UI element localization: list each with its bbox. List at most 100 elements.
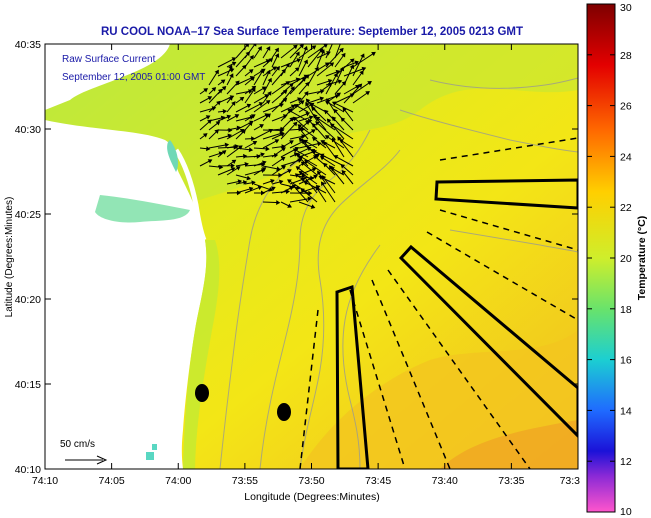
bathymetry-contours — [219, 77, 578, 469]
current-vector-head — [278, 172, 283, 178]
current-vector — [304, 160, 327, 176]
current-vector-head — [211, 87, 217, 92]
current-vector-head — [266, 69, 271, 75]
current-vector — [302, 139, 318, 158]
current-vector-head — [260, 190, 266, 196]
current-vector — [334, 155, 354, 167]
x-tick-label: 74:05 — [98, 475, 124, 487]
current-vector — [323, 141, 336, 158]
current-vector-head — [231, 101, 236, 106]
x-tick-label: 73:55 — [232, 475, 258, 487]
y-axis-label: Latitude (Degrees:Minutes) — [4, 197, 15, 318]
colorbar-tick-label: 14 — [620, 405, 632, 417]
current-vector-head — [324, 135, 330, 140]
current-vector-head — [299, 100, 305, 105]
current-vector-head — [332, 40, 335, 43]
current-vector-head — [261, 160, 267, 166]
current-vector-head — [260, 152, 265, 158]
x-tick-label: 73:35 — [498, 475, 524, 487]
current-vector — [289, 74, 308, 86]
current-vector — [325, 48, 344, 68]
raritan-bay-shallows — [95, 195, 190, 223]
current-vectors — [199, 40, 376, 209]
colorbar-tick-label: 16 — [620, 355, 632, 367]
current-vector-head — [250, 76, 255, 82]
current-vector-head — [222, 108, 227, 114]
y-tick-label: 40:35 — [15, 39, 41, 51]
current-vector-head — [340, 164, 346, 169]
current-vector-head — [248, 69, 254, 74]
current-vector-head — [328, 165, 334, 170]
current-vector-head — [357, 83, 363, 89]
current-vector-head — [294, 173, 300, 178]
current-vector-head — [274, 47, 279, 53]
current-vector-head — [295, 153, 301, 158]
current-vector — [289, 112, 310, 122]
current-vector-head — [310, 129, 316, 134]
current-vector-head — [326, 118, 332, 124]
current-vector-head — [261, 167, 267, 172]
current-vector-head — [319, 153, 325, 158]
current-vector-head — [339, 47, 344, 53]
current-vector-head — [359, 70, 364, 76]
current-vector-head — [242, 180, 248, 185]
current-vector-head — [292, 148, 298, 153]
current-vector — [235, 44, 249, 59]
current-vector — [226, 129, 244, 140]
colorbar-tick-label: 26 — [620, 101, 632, 113]
current-vector-head — [360, 53, 365, 59]
current-vector-head — [228, 64, 233, 70]
current-vector-head — [280, 132, 285, 137]
current-vector-head — [296, 58, 302, 63]
current-vector-head — [272, 66, 277, 71]
current-vector-head — [251, 136, 256, 142]
current-vector-head — [308, 190, 313, 196]
map-area: Raw Surface Current September 12, 2005 0… — [45, 40, 578, 469]
current-vector-head — [310, 148, 316, 154]
current-vector — [307, 44, 328, 59]
current-vector-head — [323, 162, 328, 168]
current-vector-head — [297, 124, 303, 129]
current-vector — [253, 183, 273, 191]
current-vector — [287, 179, 309, 194]
current-vector-head — [250, 114, 256, 119]
current-vector-head — [231, 57, 237, 62]
current-vector-head — [305, 111, 311, 117]
current-vector — [235, 76, 254, 86]
current-vector — [352, 52, 376, 68]
current-vector — [217, 57, 236, 68]
current-vector-head — [244, 44, 250, 48]
colorbar-label: Temperature (°C) — [636, 216, 648, 301]
current-vector — [289, 197, 312, 203]
y-tick-label: 40:30 — [15, 124, 41, 136]
current-vector — [329, 165, 345, 185]
current-vector-head — [341, 52, 346, 58]
current-vector — [307, 48, 323, 68]
colorbar-tick-label: 28 — [620, 50, 632, 62]
current-vector-head — [266, 46, 271, 51]
current-vector-head — [365, 91, 370, 96]
current-vector-head — [301, 139, 307, 144]
current-vector-head — [292, 121, 298, 127]
current-vector-head — [259, 124, 264, 129]
current-vector-head — [287, 203, 292, 208]
current-vector-head — [274, 139, 280, 144]
current-vector-head — [303, 59, 308, 65]
current-vector — [208, 89, 223, 104]
cool-water-region — [45, 44, 578, 210]
current-vector-head — [248, 186, 254, 192]
current-vector-head — [320, 181, 326, 187]
x-tick-label: 73:50 — [298, 475, 324, 487]
current-vector-head — [313, 174, 318, 180]
x-axis-label: Longitude (Degrees:Minutes) — [244, 491, 379, 503]
current-vector-head — [235, 80, 240, 86]
current-vector-head — [220, 79, 226, 84]
current-vector — [334, 67, 344, 86]
current-vector-head — [274, 53, 280, 58]
current-vector-head — [259, 68, 264, 74]
current-vector-head — [221, 86, 227, 91]
current-vector — [320, 153, 345, 167]
current-vector-head — [331, 116, 337, 121]
current-vector-head — [315, 121, 320, 126]
current-vector-head — [221, 150, 227, 155]
